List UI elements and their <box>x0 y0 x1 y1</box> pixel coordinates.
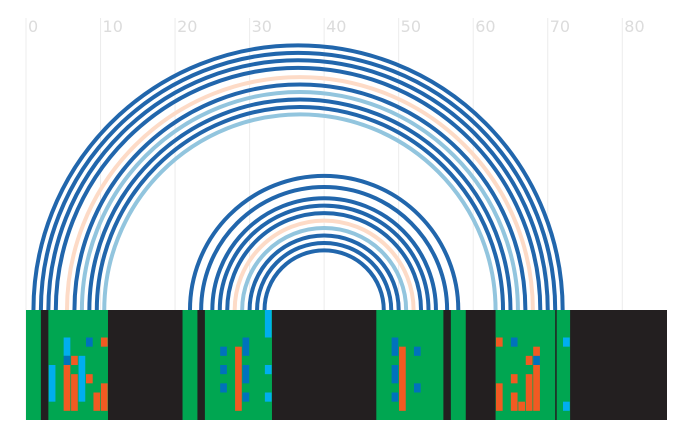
arc-9 <box>102 112 498 311</box>
arc-6 <box>79 90 520 311</box>
track-mark-33 <box>510 392 518 411</box>
track-mark-7 <box>78 365 86 402</box>
track-mark-22 <box>264 392 272 402</box>
track-mark-35 <box>525 355 533 365</box>
x-axis-tick-labels: 0 10 20 30 40 50 60 70 80 <box>28 17 645 36</box>
track-mark-21 <box>264 365 272 375</box>
track-mark-25 <box>391 392 399 402</box>
track-mark-30 <box>495 383 503 411</box>
track-segment-5 <box>443 310 451 420</box>
track-mark-23 <box>391 337 399 356</box>
arc-15 <box>232 218 416 311</box>
arc-3 <box>53 65 543 311</box>
track-mark-37 <box>533 346 540 411</box>
track-mark-9 <box>86 374 93 384</box>
track-mark-40 <box>563 401 570 411</box>
track-mark-13 <box>220 346 227 356</box>
track-mark-5 <box>71 374 78 411</box>
track-mark-32 <box>510 374 518 384</box>
track-mark-16 <box>235 346 242 411</box>
track-mark-36 <box>525 374 533 411</box>
x-tick-label-0: 0 <box>28 17 38 36</box>
arc-19 <box>262 248 386 311</box>
arc-4 <box>64 75 535 311</box>
track-segment-4 <box>376 310 466 420</box>
track-mark-10 <box>93 392 101 411</box>
arc-11 <box>199 185 450 311</box>
x-tick-label-40: 40 <box>326 17 346 36</box>
track-mark-28 <box>413 383 421 393</box>
track-mark-18 <box>242 365 250 384</box>
track-segment-3 <box>197 310 205 420</box>
track-mark-12 <box>100 383 108 411</box>
track-mark-26 <box>399 346 406 411</box>
x-tick-label-50: 50 <box>401 17 421 36</box>
track-mark-29 <box>495 337 503 347</box>
arc-12 <box>210 196 438 311</box>
arc-10 <box>187 174 461 311</box>
track-segment-7 <box>555 310 557 420</box>
track-mark-8 <box>86 337 93 347</box>
track-mark-38 <box>533 355 540 365</box>
arcs <box>31 43 565 311</box>
arc-8 <box>94 105 506 311</box>
track-mark-2 <box>63 365 71 411</box>
x-tick-label-30: 30 <box>252 17 272 36</box>
track-segment-6 <box>495 310 571 420</box>
sequence-track <box>26 310 667 420</box>
track-mark-31 <box>510 337 518 347</box>
x-tick-label-70: 70 <box>550 17 570 36</box>
arc-13 <box>217 204 431 311</box>
track-mark-34 <box>518 401 526 411</box>
arc-2 <box>46 58 550 311</box>
track-mark-14 <box>220 365 227 375</box>
x-tick-label-20: 20 <box>177 17 197 36</box>
track-background <box>26 310 667 420</box>
track-mark-15 <box>220 383 227 393</box>
track-segment-1 <box>40 310 49 420</box>
arc-18 <box>255 241 394 311</box>
x-tick-label-10: 10 <box>103 17 123 36</box>
track-mark-20 <box>264 310 272 338</box>
track-mark-0 <box>63 337 71 356</box>
track-mark-27 <box>413 346 421 356</box>
track-mark-1 <box>63 355 71 365</box>
arc-7 <box>87 97 513 311</box>
track-mark-39 <box>563 337 570 347</box>
track-mark-6 <box>78 355 86 365</box>
track-mark-4 <box>71 355 78 365</box>
x-tick-label-60: 60 <box>475 17 495 36</box>
arc-17 <box>247 233 401 311</box>
track-mark-3 <box>48 365 56 402</box>
arc-16 <box>240 226 409 311</box>
track-mark-11 <box>100 337 108 347</box>
track-mark-24 <box>391 365 399 384</box>
track-segment-2 <box>182 310 272 420</box>
track-mark-17 <box>242 337 250 356</box>
arc-1 <box>38 50 558 311</box>
x-tick-label-80: 80 <box>624 17 644 36</box>
arc-14 <box>225 211 424 311</box>
arc-5 <box>72 82 528 311</box>
arc-0 <box>31 43 565 311</box>
track-mark-19 <box>242 392 250 402</box>
